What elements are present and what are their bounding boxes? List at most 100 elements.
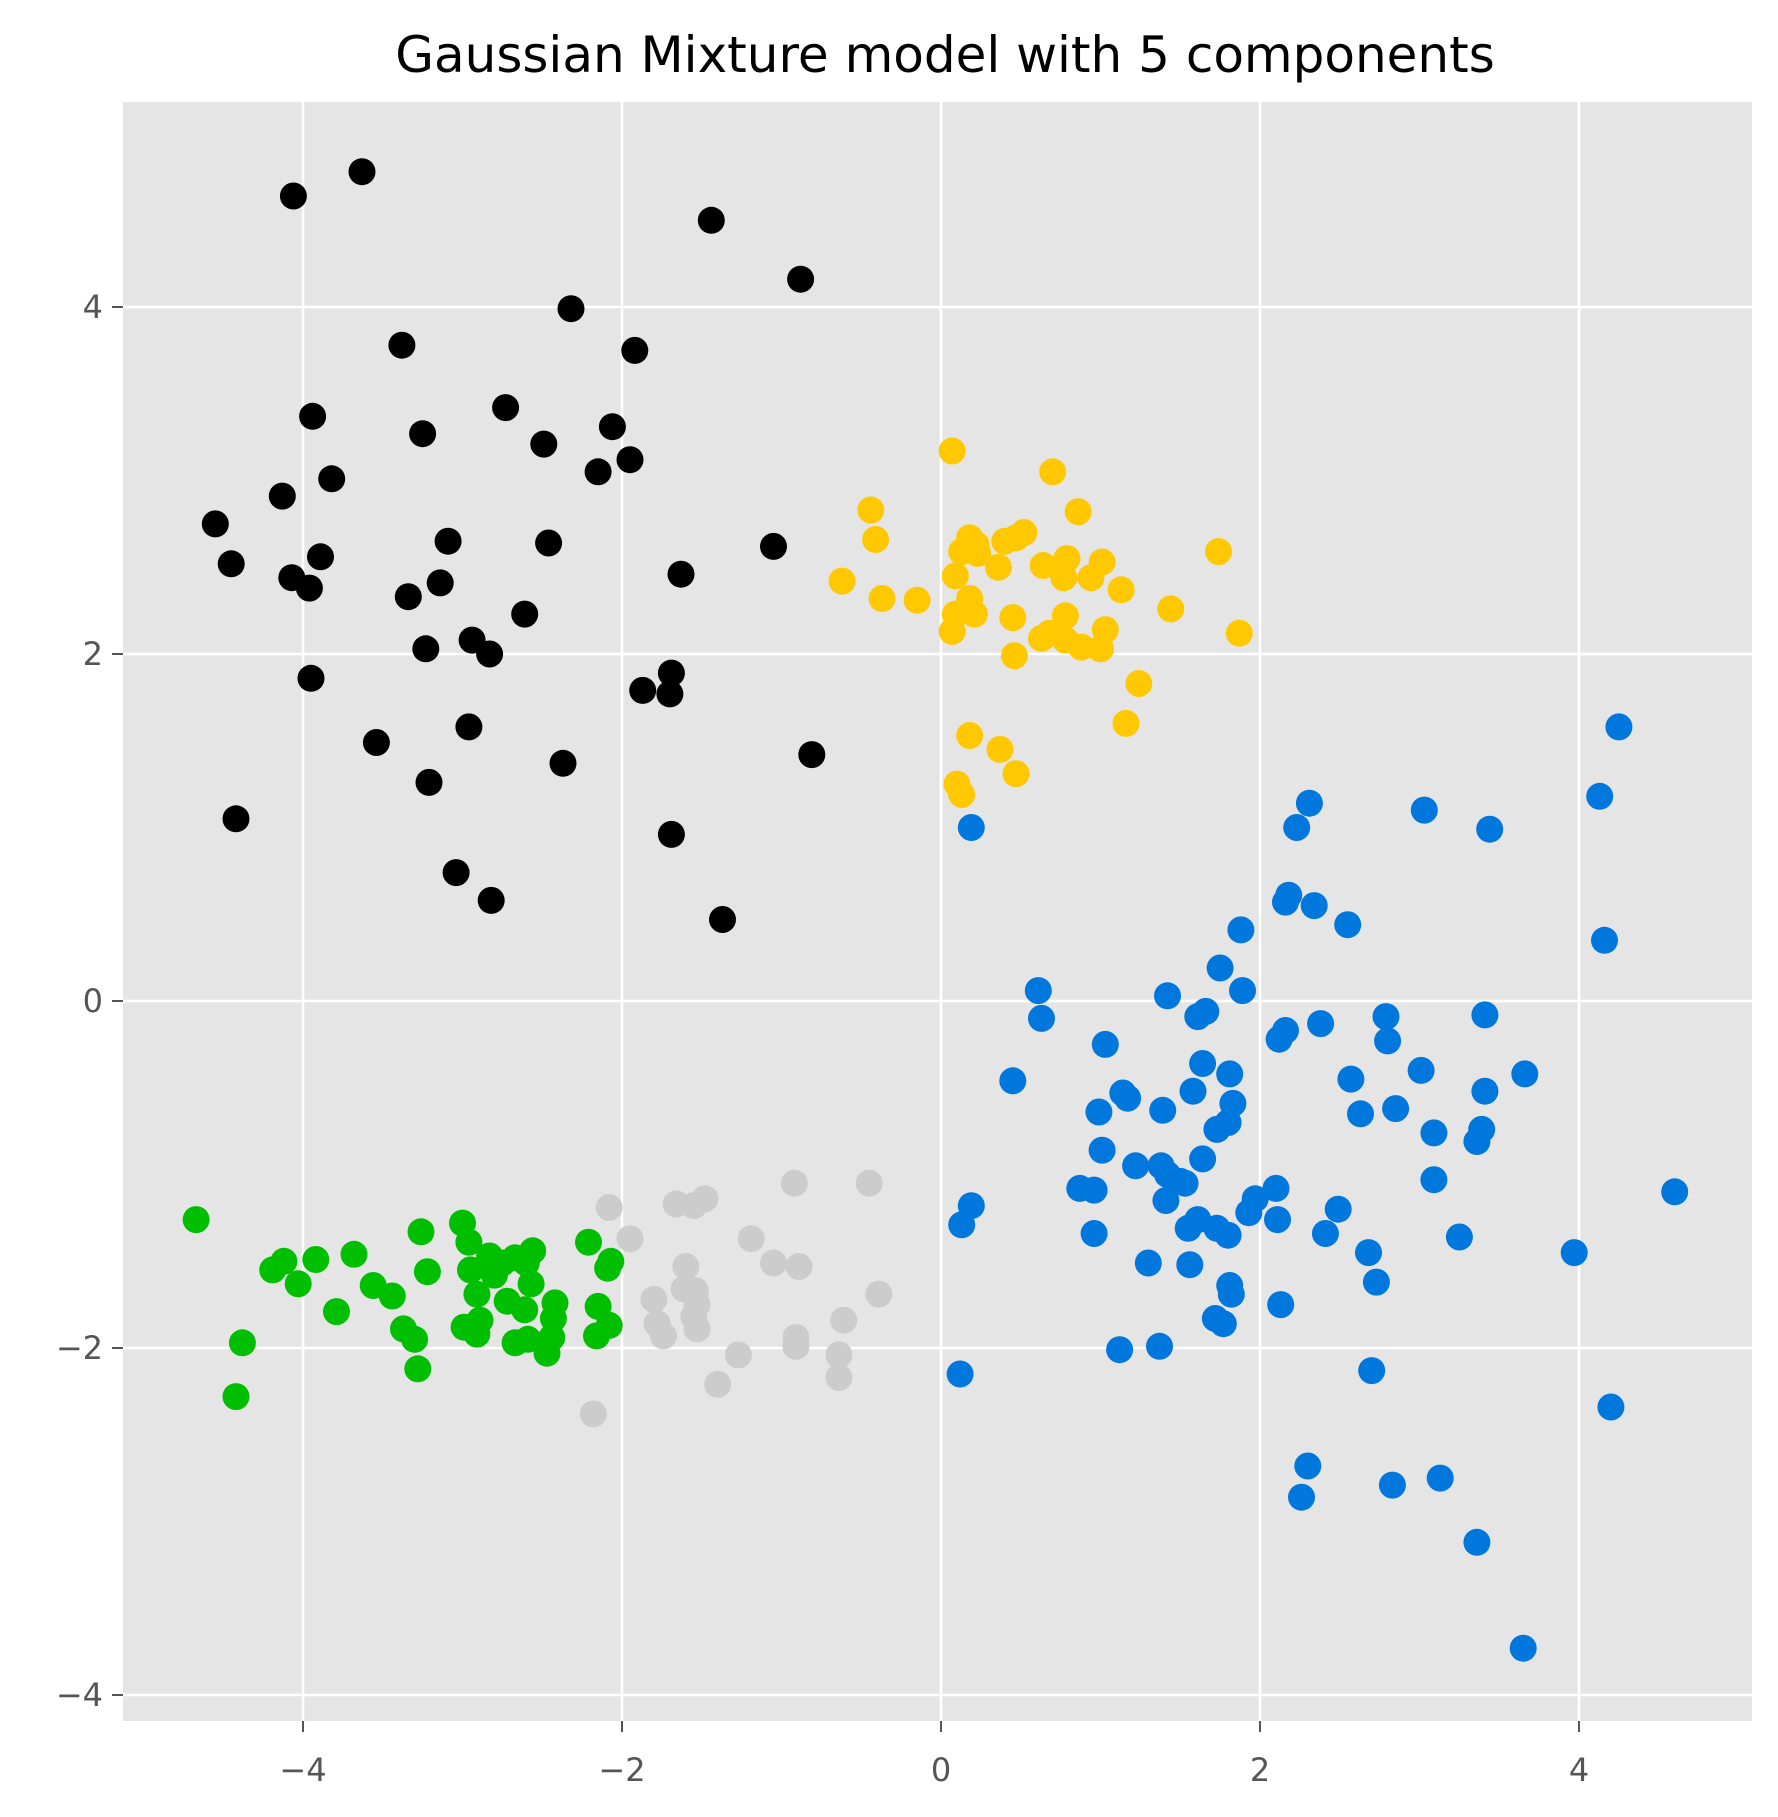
data-point [1372,1003,1400,1031]
data-point [1374,1027,1402,1055]
data-point [1597,1393,1625,1421]
data-point [1324,1195,1352,1223]
data-point [340,1240,368,1268]
data-point [948,781,976,808]
data-point [1051,602,1079,630]
data-points [182,158,1689,1662]
data-point [1087,635,1114,663]
data-point [1149,1096,1177,1124]
data-point [557,295,585,323]
data-point [307,543,334,571]
data-point [492,394,520,422]
data-point [862,526,890,553]
data-point [825,1341,853,1369]
data-point [986,735,1014,763]
data-point [1229,977,1256,1005]
y-axis-tick-labels: −4 −2 0 2 4 [56,288,103,1714]
data-point [616,446,644,474]
data-point [477,886,505,914]
data-point [1420,1119,1448,1147]
data-point [394,583,422,611]
data-point [680,1192,708,1220]
component-black-series [201,158,826,933]
data-point [1189,1145,1217,1173]
data-point [616,1225,644,1253]
data-point [511,600,539,628]
data-point [640,1285,668,1313]
data-point [318,465,346,493]
data-point [1283,814,1311,841]
data-point [683,1315,711,1343]
data-point [323,1298,350,1326]
data-point [1272,888,1299,916]
data-point [412,635,440,663]
data-point [533,1339,561,1367]
data-point [1114,1084,1142,1112]
data-point [657,820,685,848]
data-point [1002,524,1030,552]
data-point [1294,1452,1322,1480]
data-point [737,1225,765,1253]
data-point [780,1169,808,1197]
data-point [1091,1030,1119,1058]
data-point [629,676,657,704]
data-point [1122,1152,1150,1180]
data-point [222,805,250,833]
data-point [1586,782,1614,810]
component-gray-series [579,1169,893,1428]
data-point [1179,1077,1207,1105]
data-point [1382,1095,1410,1123]
data-point [463,1320,491,1348]
data-point [476,640,504,668]
data-point [415,768,443,796]
data-point [672,1253,700,1280]
data-point [1028,1004,1055,1032]
data-point [1216,1060,1244,1088]
data-point [1463,1128,1491,1155]
data-point [828,567,856,595]
data-point [413,1258,441,1286]
data-point [1134,1249,1162,1277]
plot-area [123,102,1752,1721]
data-point [1311,1220,1339,1247]
data-point [584,458,612,486]
data-point [941,562,969,590]
data-point [1106,1336,1134,1364]
data-point [1039,458,1067,486]
data-point [1471,1001,1499,1029]
data-point [362,729,390,756]
data-point [785,1253,813,1280]
data-point [1420,1166,1448,1194]
data-point [530,430,558,458]
data-point [999,1067,1027,1095]
data-point [956,722,984,749]
data-point [434,527,462,555]
data-point [583,1322,610,1350]
data-point [787,265,815,293]
data-point [1112,709,1140,737]
data-point [1426,1464,1454,1492]
data-point [1002,760,1030,788]
data-point [1217,1280,1245,1308]
data-point [512,1249,540,1277]
data-point [1085,1098,1113,1126]
data-point [782,1332,810,1360]
data-point [857,496,885,524]
data-point [549,749,577,777]
data-point [1214,1109,1242,1136]
data-point [1463,1528,1491,1556]
data-point [457,1256,484,1284]
data-point [1227,916,1255,944]
data-point [268,482,296,510]
data-point [1209,1310,1237,1338]
data-point [1171,1169,1199,1197]
data-point [1471,1077,1499,1105]
data-point [598,413,626,441]
data-point [426,569,454,597]
data-point [1214,1221,1242,1249]
data-point [1174,1214,1202,1242]
data-point [760,1249,787,1277]
data-point [1591,926,1618,954]
data-point [1267,1291,1295,1319]
